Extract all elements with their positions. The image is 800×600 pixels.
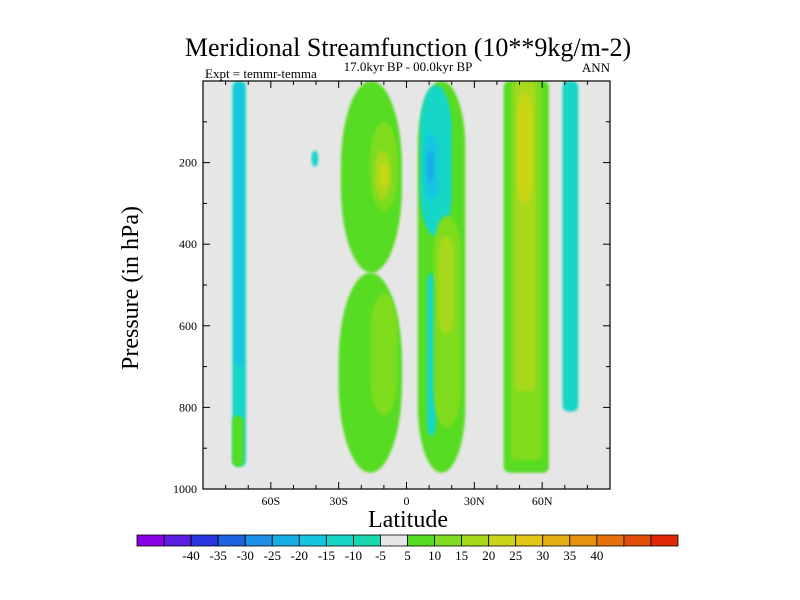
- contour-region: [370, 293, 398, 416]
- colorbar-label: 5: [404, 548, 411, 563]
- colorbar-swatch: [136, 534, 165, 547]
- colorbar-swatch: [407, 534, 435, 547]
- right-label: ANN: [582, 60, 611, 75]
- contour-fills: [232, 81, 579, 473]
- chart-subtitle: 17.0kyr BP - 00.0kyr BP: [344, 59, 473, 74]
- colorbar-label: -10: [345, 548, 362, 563]
- colorbar-swatch: [190, 534, 219, 547]
- colorbar-swatch: [596, 534, 625, 547]
- contour-region: [234, 83, 244, 367]
- colorbar-swatch: [217, 534, 246, 547]
- colorbar-swatch: [488, 534, 517, 547]
- colorbar-swatch: [380, 534, 408, 547]
- x-axis-label: Latitude: [368, 507, 448, 533]
- colorbar-swatch: [434, 534, 462, 547]
- colorbar-swatch: [515, 534, 544, 547]
- y-tick-label: 200: [179, 156, 197, 170]
- colorbar-label: -25: [264, 548, 281, 563]
- colorbar-label: 20: [482, 548, 495, 563]
- colorbar-label: 40: [590, 548, 603, 563]
- colorbar-swatch: [569, 534, 598, 547]
- colorbar-swatch: [461, 534, 490, 547]
- colorbar-label: -35: [210, 548, 227, 563]
- y-axis: 200 400 600 800 1000: [173, 80, 610, 496]
- x-tick-label: 30N: [464, 494, 485, 508]
- y-tick-label: 800: [179, 400, 197, 414]
- colorbar-swatch: [163, 534, 192, 547]
- colorbar-label: 25: [509, 548, 522, 563]
- y-axis-label: Pressure (in hPa): [118, 206, 144, 370]
- colorbar-label: 10: [428, 548, 441, 563]
- chart-title: Meridional Streamfunction (10**9kg/m-2): [185, 33, 631, 62]
- x-axis: 60S 30S 0 30N 60N: [202, 81, 611, 508]
- x-tick-label: 60N: [532, 494, 553, 508]
- left-label: Expt = temmr-temma: [205, 66, 317, 81]
- colorbar-label: 35: [563, 548, 576, 563]
- contour-region: [232, 415, 244, 467]
- colorbar-label: -30: [237, 548, 254, 563]
- colorbar-label: -5: [375, 548, 386, 563]
- plot-background: [203, 81, 610, 489]
- contour-region: [379, 162, 389, 190]
- contour-region: [426, 150, 434, 183]
- colorbar: [136, 534, 679, 547]
- colorbar-labels: -40 -35 -30 -25 -20 -15 -10 -5 5 10 15 20 25 30 35 40: [182, 548, 603, 563]
- colorbar-swatch: [650, 534, 679, 547]
- colorbar-label: 15: [455, 548, 468, 563]
- y-tick-label: 400: [179, 237, 197, 251]
- colorbar-label: -15: [318, 548, 335, 563]
- colorbar-swatch: [244, 534, 273, 547]
- y-tick-label: 1000: [173, 482, 197, 496]
- x-tick-label: 30S: [329, 494, 348, 508]
- colorbar-swatch: [623, 534, 652, 547]
- contour-region: [562, 81, 579, 412]
- contour-region: [311, 150, 319, 167]
- contour-region: [438, 236, 454, 334]
- x-tick-label: 0: [404, 494, 410, 508]
- colorbar-swatch: [352, 534, 381, 547]
- colorbar-label: -40: [182, 548, 199, 563]
- colorbar-label: -20: [291, 548, 308, 563]
- colorbar-swatch: [271, 534, 300, 547]
- colorbar-swatch: [542, 534, 571, 547]
- colorbar-swatch: [325, 534, 354, 547]
- y-tick-label: 600: [179, 319, 197, 333]
- x-tick-label: 60S: [261, 494, 280, 508]
- contour-region: [517, 93, 534, 204]
- colorbar-label: 30: [536, 548, 549, 563]
- colorbar-swatch: [298, 534, 327, 547]
